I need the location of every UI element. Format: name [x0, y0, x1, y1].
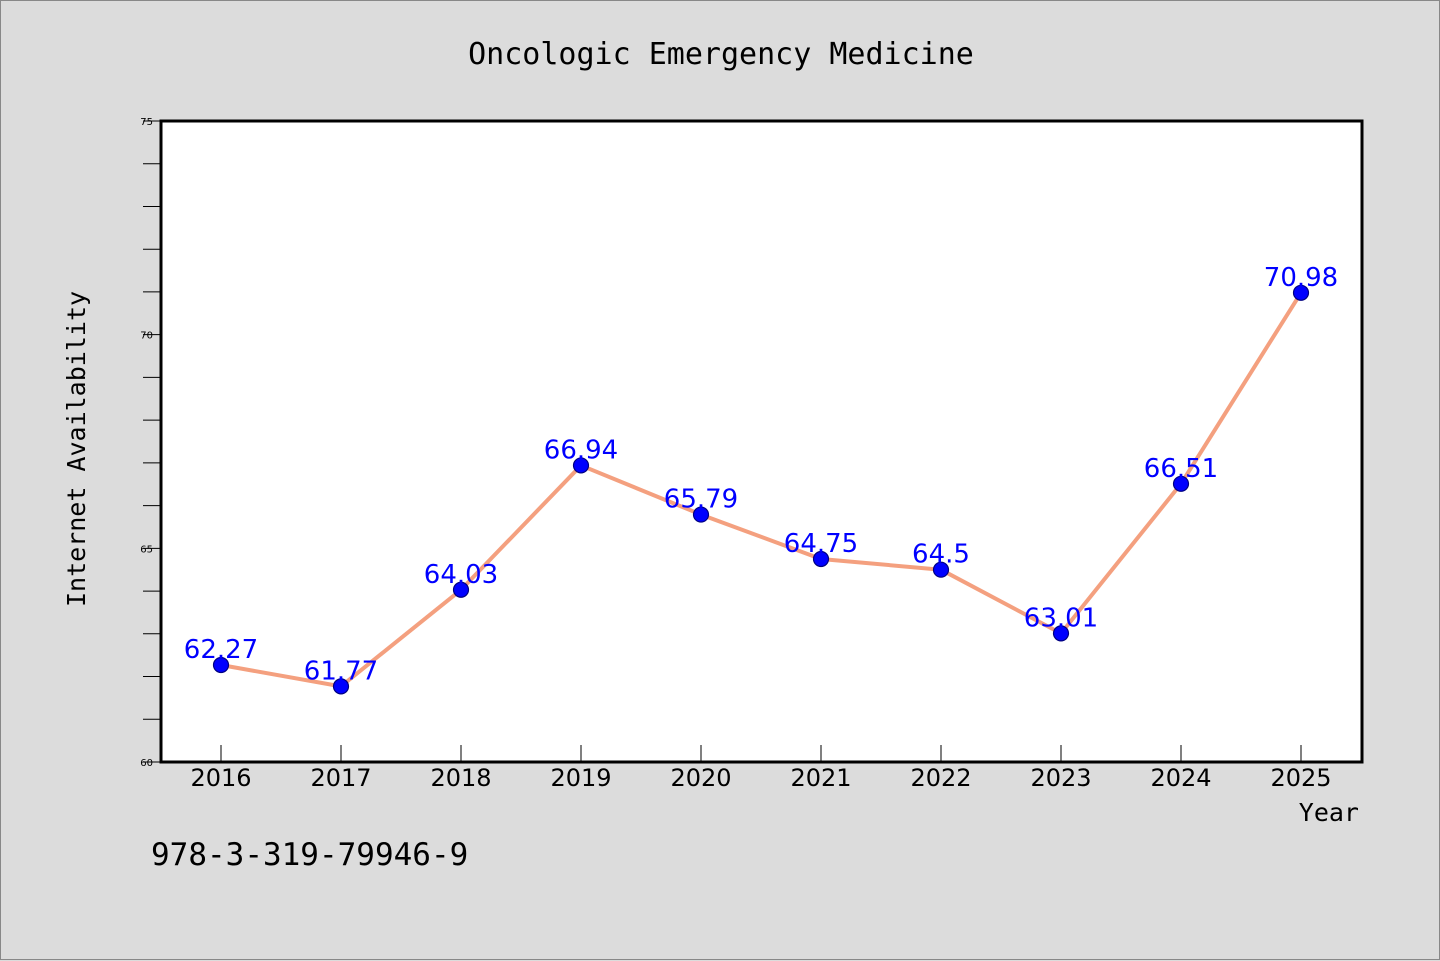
data-point — [1292, 284, 1310, 301]
plot-area — [159, 119, 1364, 764]
data-label: 65.79 — [664, 485, 738, 515]
y-axis-label: Internet Availability — [62, 291, 91, 607]
x-tick-label: 2023 — [1030, 764, 1091, 792]
data-label: 61.77 — [304, 656, 378, 686]
data-label: 66.94 — [544, 435, 618, 465]
data-point — [692, 506, 710, 523]
x-axis: 2016 2017 2018 2019 2020 2021 2022 2023 2024 2025 — [190, 745, 1332, 792]
data-label-group: 62.27 61.77 64.03 66.94 65.79 64.75 64.5 63.01 6… — [184, 263, 1338, 687]
data-point — [812, 550, 830, 568]
data-point — [332, 678, 350, 695]
series-line — [220, 291, 1303, 689]
y-tick-label: 60 — [140, 758, 153, 769]
data-label: 70.98 — [1264, 263, 1338, 293]
data-label: 64.75 — [784, 529, 858, 559]
y-tick-label: 70 — [140, 331, 153, 342]
data-label: 62.27 — [184, 635, 258, 665]
y-axis: 60 65 70 75 — [140, 117, 161, 769]
data-point — [452, 581, 470, 598]
x-tick-label: 2020 — [670, 764, 731, 792]
x-tick-label: 2018 — [430, 764, 491, 792]
data-label: 64.03 — [424, 560, 498, 590]
data-point — [932, 561, 950, 578]
x-tick-label: 2024 — [1150, 764, 1211, 792]
data-point — [1052, 625, 1070, 642]
data-point — [1172, 475, 1190, 492]
x-tick-label: 2022 — [910, 764, 971, 792]
chart-title: Oncologic Emergency Medicine — [468, 37, 974, 72]
data-point — [212, 656, 230, 674]
y-tick-label: 65 — [140, 544, 153, 555]
isbn-text: 978-3-319-79946-9 — [151, 837, 468, 873]
x-tick-label: 2021 — [790, 764, 851, 792]
data-label: 66.51 — [1144, 454, 1218, 484]
x-axis-label: Year — [1299, 798, 1359, 827]
data-label: 64.5 — [912, 540, 970, 570]
data-label: 63.01 — [1024, 603, 1098, 633]
y-tick-label: 75 — [140, 117, 153, 128]
x-tick-label: 2016 — [190, 764, 251, 792]
data-point — [572, 457, 590, 474]
x-tick-label: 2025 — [1270, 764, 1331, 792]
x-tick-label: 2019 — [550, 764, 611, 792]
series-line-group — [212, 284, 1310, 695]
x-tick-label: 2017 — [310, 764, 371, 792]
